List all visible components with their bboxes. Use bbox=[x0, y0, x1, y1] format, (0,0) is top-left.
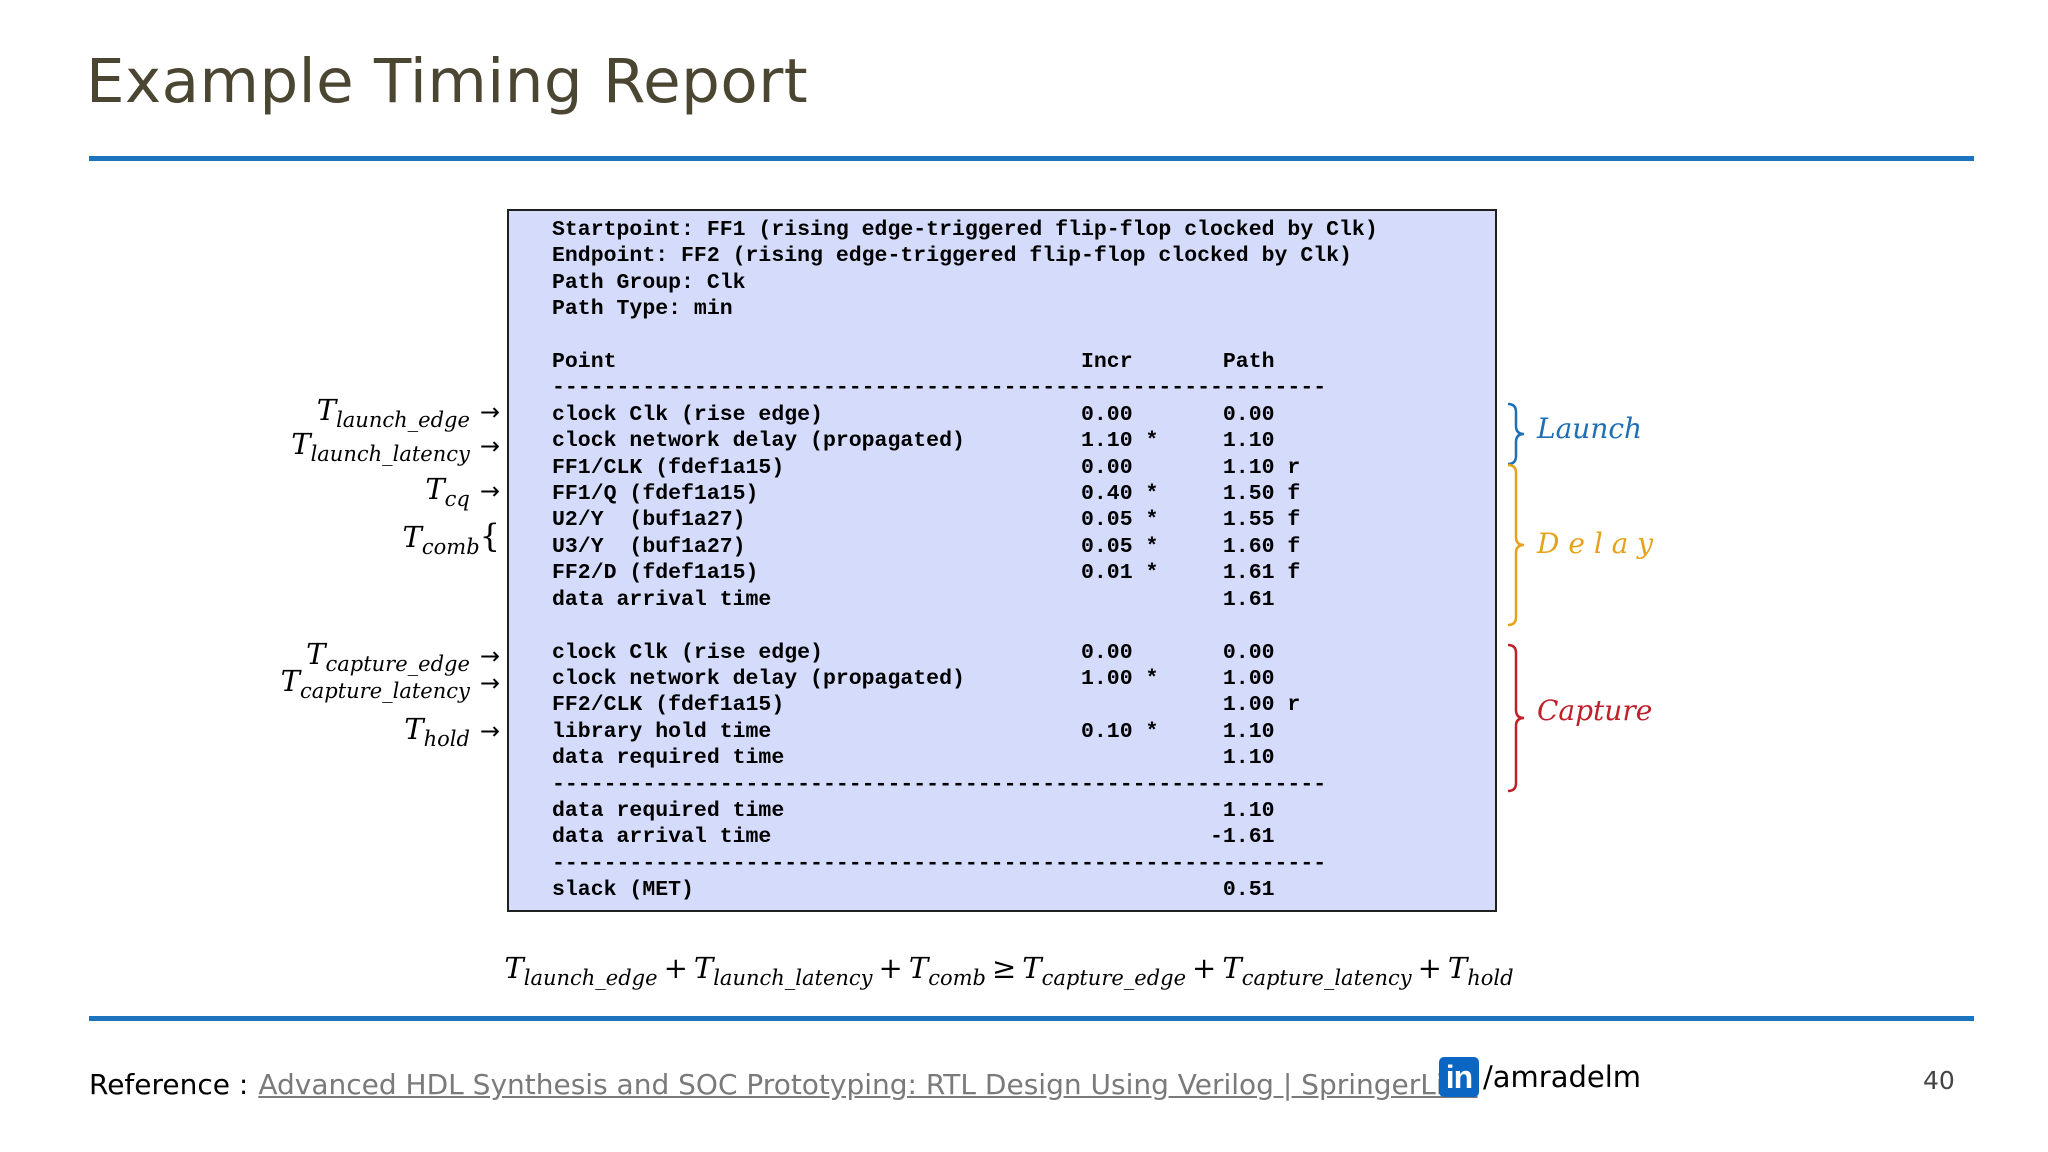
label-capture-edge: Tcapture_edge → bbox=[306, 637, 500, 676]
linkedin-handle-text: /amradelm bbox=[1483, 1060, 1642, 1094]
report-line: ----------------------------------------… bbox=[552, 851, 1327, 876]
right-arrow-icon: → bbox=[479, 432, 500, 460]
launch-group-label: Launch bbox=[1537, 412, 1643, 445]
report-line: FF2/CLK (fdef1a15) 1.00 r bbox=[552, 693, 1301, 718]
slide-title: Example Timing Report bbox=[86, 46, 809, 117]
title-divider bbox=[89, 156, 1974, 161]
linkedin-handle[interactable]: in /amradelm bbox=[1439, 1057, 1641, 1097]
right-arrow-icon: → bbox=[479, 669, 500, 697]
right-arrow-icon: → bbox=[479, 398, 500, 426]
linkedin-icon: in bbox=[1439, 1057, 1479, 1097]
report-line: FF1/Q (fdef1a15) 0.40 * 1.50 f bbox=[552, 482, 1301, 507]
report-line: clock Clk (rise edge) 0.00 0.00 bbox=[552, 640, 1275, 665]
report-line: clock network delay (propagated) 1.10 * … bbox=[552, 429, 1275, 454]
report-line: ----------------------------------------… bbox=[552, 376, 1327, 401]
page-number: 40 bbox=[1923, 1066, 1955, 1095]
report-line: FF2/D (fdef1a15) 0.01 * 1.61 f bbox=[552, 561, 1301, 586]
left-brace-icon: { bbox=[479, 517, 500, 555]
timing-report-panel: Startpoint: FF1 (rising edge-triggered f… bbox=[507, 209, 1497, 912]
report-line: clock network delay (propagated) 1.00 * … bbox=[552, 666, 1275, 691]
report-line: data required time 1.10 bbox=[552, 746, 1275, 771]
right-arrow-icon: → bbox=[479, 717, 500, 745]
report-line: data arrival time -1.61 bbox=[552, 825, 1275, 850]
label-launch-latency: Tlaunch_latency → bbox=[291, 427, 500, 466]
report-line: clock Clk (rise edge) 0.00 0.00 bbox=[552, 402, 1275, 427]
timing-labels: Tlaunch_edge → Tlaunch_latency → Tcq → Tcom… bbox=[230, 0, 500, 1152]
hold-check-equation: Tlaunch_edge + Tlaunch_latency + Tcomb ≥ Tcapt… bbox=[504, 951, 1514, 990]
footer-divider bbox=[89, 1016, 1974, 1021]
report-line: library hold time 0.10 * 1.10 bbox=[552, 719, 1275, 744]
report-line: Point Incr Path bbox=[552, 350, 1275, 375]
label-thold: Thold → bbox=[404, 712, 500, 751]
capture-group-label: Capture bbox=[1537, 694, 1653, 727]
report-line: ----------------------------------------… bbox=[552, 772, 1327, 797]
right-arrow-icon: → bbox=[479, 642, 500, 670]
report-line: U2/Y (buf1a27) 0.05 * 1.55 f bbox=[552, 508, 1301, 533]
reference-link[interactable]: Advanced HDL Synthesis and SOC Prototypi… bbox=[258, 1068, 1478, 1101]
delay-group-label: D e l a y bbox=[1537, 527, 1654, 560]
reference-label: Reference : bbox=[89, 1068, 249, 1101]
report-line: Path Type: min bbox=[552, 297, 733, 322]
report-line: data required time 1.10 bbox=[552, 798, 1275, 823]
launch-brace-icon bbox=[1507, 402, 1525, 466]
reference: Reference : Advanced HDL Synthesis and SO… bbox=[89, 1068, 1478, 1101]
right-arrow-icon: → bbox=[479, 477, 500, 505]
delay-brace-icon bbox=[1507, 463, 1525, 627]
report-line: FF1/CLK (fdef1a15) 0.00 1.10 r bbox=[552, 455, 1301, 480]
report-line: slack (MET) 0.51 bbox=[552, 878, 1275, 903]
report-line: Startpoint: FF1 (rising edge-triggered f… bbox=[552, 218, 1378, 242]
report-line: U3/Y (buf1a27) 0.05 * 1.60 f bbox=[552, 534, 1301, 559]
report-line: Path Group: Clk bbox=[552, 270, 746, 295]
capture-brace-icon bbox=[1507, 643, 1525, 793]
label-launch-edge: Tlaunch_edge → bbox=[316, 393, 500, 432]
label-capture-latency: Tcapture_latency → bbox=[280, 664, 500, 703]
report-line: data arrival time 1.61 bbox=[552, 587, 1275, 612]
timing-report-text: Startpoint: FF1 (rising edge-triggered f… bbox=[552, 217, 1378, 904]
report-line: Endpoint: FF2 (rising edge-triggered fli… bbox=[552, 244, 1352, 269]
label-tcq: Tcq → bbox=[425, 472, 500, 511]
label-tcomb: Tcomb{ bbox=[402, 517, 500, 559]
